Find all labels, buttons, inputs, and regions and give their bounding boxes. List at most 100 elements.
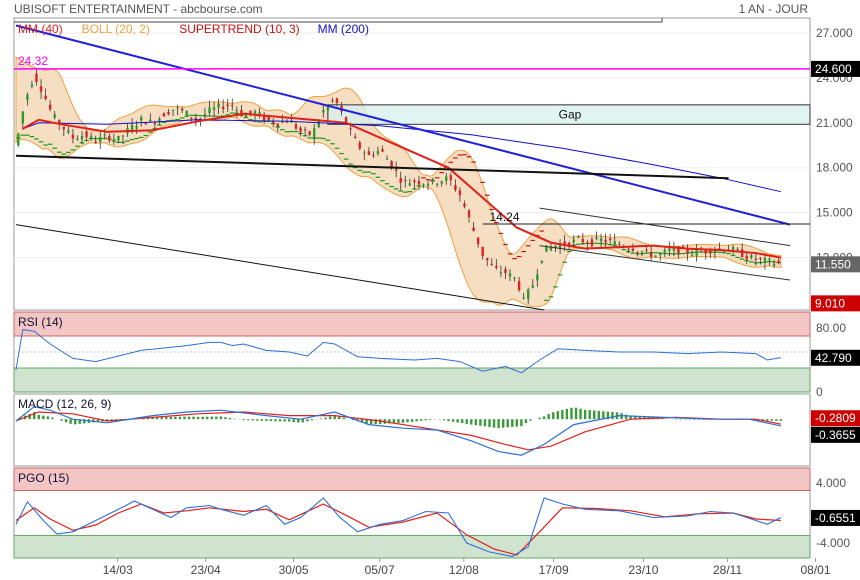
macd-histogram-bar bbox=[588, 410, 591, 420]
candle-body bbox=[663, 249, 666, 253]
candle-body bbox=[322, 109, 325, 113]
macd-histogram-bar bbox=[593, 410, 596, 420]
gap-label: Gap bbox=[559, 108, 582, 122]
macd-histogram-bar bbox=[501, 419, 505, 428]
macd-histogram-bar bbox=[442, 419, 446, 421]
macd-histogram-bar bbox=[342, 417, 346, 420]
macd-histogram-bar bbox=[479, 419, 482, 426]
candle-body bbox=[217, 103, 220, 108]
resistance-badge-bg bbox=[811, 60, 860, 77]
period-label: 1 AN - JOUR bbox=[739, 2, 809, 16]
macd-histogram-bar bbox=[775, 419, 778, 421]
candle-body bbox=[171, 109, 175, 111]
macd-histogram-bar bbox=[328, 416, 332, 420]
macd-histogram-bar bbox=[583, 409, 587, 420]
macd-histogram-bar bbox=[488, 419, 491, 427]
candle-body bbox=[618, 244, 621, 246]
macd-histogram-bar bbox=[306, 419, 309, 422]
macd-histogram-bar bbox=[602, 411, 605, 420]
macd-histogram-bar bbox=[638, 416, 641, 420]
rsi-y-tick: 80.00 bbox=[816, 321, 846, 335]
mm200-line bbox=[22, 119, 782, 193]
macd-histogram-bar bbox=[51, 417, 54, 420]
candle-body bbox=[190, 117, 193, 119]
macd-histogram-bar bbox=[524, 419, 528, 423]
candle-body bbox=[176, 107, 179, 109]
candle-body bbox=[736, 248, 739, 250]
candle-body bbox=[700, 251, 703, 253]
candle-body bbox=[203, 114, 207, 116]
macd-histogram-bar bbox=[165, 417, 168, 420]
macd-histogram-bar bbox=[224, 417, 227, 420]
rsi-badge-bg bbox=[811, 349, 860, 366]
rsi-label: RSI (14) bbox=[18, 315, 63, 329]
candle-body bbox=[731, 247, 735, 252]
black-lower-channel-line bbox=[15, 224, 545, 311]
macd-histogram-bar bbox=[470, 419, 473, 425]
candle-body bbox=[194, 117, 198, 120]
macd-histogram-bar bbox=[597, 410, 600, 420]
macd-signal-badge: -0.2809 bbox=[815, 411, 856, 425]
candle-body bbox=[394, 168, 398, 171]
candle-body bbox=[668, 248, 671, 251]
macd-histogram-bar bbox=[429, 419, 432, 420]
macd-histogram-bar bbox=[460, 419, 464, 424]
candle-body bbox=[463, 203, 466, 207]
macd-histogram-bar bbox=[242, 419, 245, 421]
candle-body bbox=[272, 121, 275, 124]
legend-item: MM (200) bbox=[318, 22, 369, 36]
candle-body bbox=[221, 106, 225, 110]
candle-body bbox=[645, 249, 648, 251]
macd-badge: -0.3655 bbox=[815, 428, 856, 442]
macd-histogram-bar bbox=[110, 419, 113, 421]
candle-body bbox=[89, 135, 93, 138]
macd-histogram-bar bbox=[265, 419, 268, 421]
candle-body bbox=[212, 107, 216, 110]
candle-body bbox=[235, 110, 239, 112]
macd-histogram-bar bbox=[301, 419, 305, 423]
candle-body bbox=[363, 152, 366, 154]
macd-histogram-bar bbox=[542, 416, 546, 420]
macd-histogram-bar bbox=[374, 419, 377, 425]
macd-histogram-bar bbox=[37, 414, 40, 420]
candle-body bbox=[167, 111, 170, 115]
candle-body bbox=[308, 131, 311, 135]
candle-body bbox=[613, 241, 616, 247]
low-price-badge-bg bbox=[811, 295, 860, 312]
macd-histogram-bar bbox=[206, 416, 209, 420]
macd-histogram-bar bbox=[19, 417, 22, 420]
x-tick-label: 08/01 bbox=[800, 563, 830, 577]
candle-body bbox=[26, 94, 29, 100]
macd-histogram-bar bbox=[770, 419, 773, 421]
macd-histogram-bar bbox=[174, 416, 177, 420]
candle-body bbox=[540, 260, 544, 263]
candle-body bbox=[549, 246, 553, 251]
pgo-oversold-zone bbox=[13, 535, 811, 559]
macd-histogram-bar bbox=[552, 412, 555, 420]
macd-histogram-bar bbox=[766, 419, 769, 421]
candle-body bbox=[240, 109, 243, 116]
macd-histogram-bar bbox=[201, 416, 204, 420]
macd-histogram-bar bbox=[447, 419, 450, 421]
macd-histogram-bar bbox=[497, 419, 500, 429]
x-tick-label: 05/07 bbox=[365, 563, 395, 577]
candle-body bbox=[53, 114, 56, 118]
candle-body bbox=[149, 119, 152, 122]
candle-body bbox=[677, 246, 680, 254]
legend-item: BOLL (20, 2) bbox=[82, 22, 150, 36]
channel-top-line bbox=[539, 207, 791, 247]
candle-body bbox=[627, 248, 630, 250]
macd-histogram-bar bbox=[319, 418, 323, 420]
candle-body bbox=[636, 251, 639, 253]
macd-label: MACD (12, 26, 9) bbox=[18, 397, 111, 411]
macd-histogram-bar bbox=[155, 417, 159, 420]
candle-body bbox=[772, 263, 776, 266]
candle-body bbox=[39, 86, 43, 92]
candle-body bbox=[513, 277, 516, 279]
candle-body bbox=[508, 273, 512, 277]
candle-body bbox=[276, 123, 279, 127]
candle-body bbox=[381, 149, 384, 152]
candle-body bbox=[76, 138, 79, 140]
